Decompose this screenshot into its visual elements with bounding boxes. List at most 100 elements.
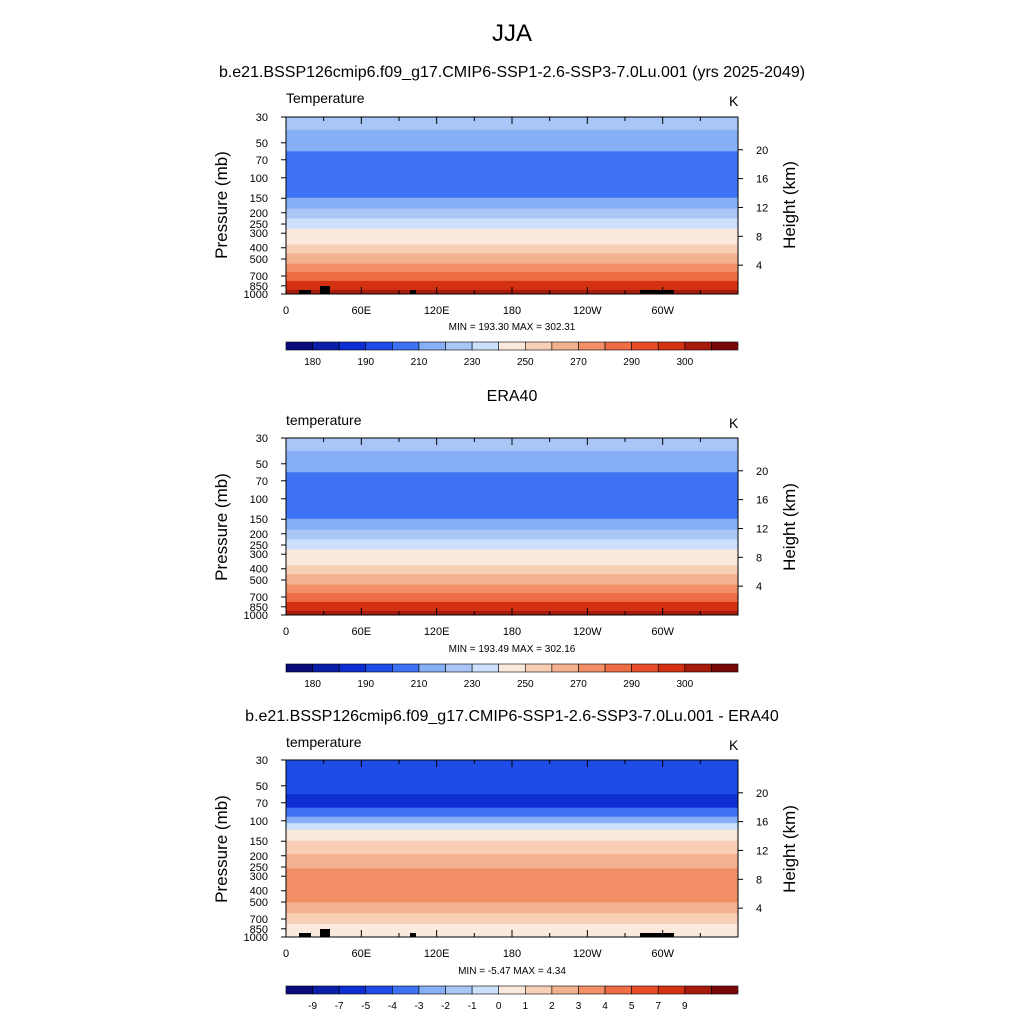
panel-1-pressure-tick-label: 200	[250, 208, 268, 220]
panel-2-colorbar-box	[471, 663, 500, 673]
panel-1-colorbar-box	[418, 341, 446, 351]
panel-2-colorbar-label: 290	[623, 679, 640, 690]
panel-1-contour-band	[286, 218, 738, 230]
panel-3-pressure-tick-label: 300	[250, 871, 268, 883]
panel-2-colorbar-box	[604, 663, 632, 673]
panel-3-colorbar-label: -4	[388, 1001, 397, 1012]
panel-2-pressure-tick-label: 100	[250, 494, 268, 506]
panel-3-pressure-tick-label: 70	[256, 798, 268, 810]
main-title: JJA	[491, 20, 533, 47]
panel-1-pressure-tick-label: 70	[256, 155, 268, 167]
panel-1-topography	[410, 290, 416, 294]
panel-3-colorbar-box	[471, 985, 500, 995]
panel-2-contour-band	[286, 593, 738, 603]
panel-3-contour-band	[286, 923, 738, 934]
panel-3-colorbar-label: 4	[602, 1001, 608, 1012]
panel-3-variable-label: temperature	[286, 734, 362, 750]
panel-3-pressure-tick-label: 250	[250, 862, 268, 874]
panel-3-colorbar-label: -7	[335, 1001, 344, 1012]
panel-2-contour-band	[286, 472, 738, 491]
panel-1-contour-band	[286, 208, 738, 219]
panel-3-contour-band	[286, 794, 738, 809]
panel-3-contour-band	[286, 902, 738, 914]
panel-2-lon-tick-label: 60E	[352, 626, 372, 638]
panel-1-colorbar-box	[604, 341, 632, 351]
panel-2-colorbar-box	[338, 663, 367, 673]
panel-1-pressure-tick-label: 100	[250, 173, 268, 185]
panel-3-contour-band	[286, 868, 738, 887]
panel-3-colorbar-box	[285, 985, 313, 995]
panel-3-colorbar-box	[524, 985, 553, 995]
panel-1-pressure-tick-label: 850	[250, 281, 268, 293]
panel-3-colorbar-box	[657, 985, 686, 995]
panel-2-lon-tick-label: 120E	[424, 626, 450, 638]
panel-1-variable-label: Temperature	[286, 90, 365, 106]
panel-1-pressure-tick-label: 500	[250, 254, 268, 266]
panel-1-units-label: K	[729, 93, 739, 109]
panel-3-height-tick-label: 12	[756, 845, 768, 857]
panel-3-pressure-tick-label: 850	[250, 924, 268, 936]
panel-1-contour-band	[286, 253, 738, 265]
panel-3-colorbar-box	[551, 985, 579, 995]
panel-2-minmax-text: MIN = 193.49 MAX = 302.16	[448, 644, 576, 655]
panel-3-colorbar-box	[365, 985, 393, 995]
panel-3-lon-tick-label: 60E	[352, 948, 372, 960]
panel-1-colorbar-box	[312, 341, 340, 351]
panel-2-colorbar-box	[631, 663, 659, 673]
panel-1-colorbar-box	[471, 341, 500, 351]
panel-3-colorbar-label: 7	[655, 1001, 661, 1012]
panel-2-colorbar-box	[498, 663, 526, 673]
panel-1-colorbar-box	[684, 341, 712, 351]
panel-3-lon-tick-label: 120W	[573, 948, 602, 960]
panel-1-colorbar-box	[551, 341, 579, 351]
panel-2-contour-band	[286, 505, 738, 520]
panel-2-pressure-tick-label: 150	[250, 514, 268, 526]
panel-2-contour-band	[286, 558, 738, 566]
panel-1-colorbar-label: 180	[304, 357, 321, 368]
panel-1-pressure-tick-label: 400	[250, 243, 268, 255]
panel-3-colorbar-label: -9	[308, 1001, 317, 1012]
panel-2-colorbar-box	[285, 663, 313, 673]
panel-2-pressure-tick-label: 70	[256, 476, 268, 488]
panel-3-pressure-tick-label: 50	[256, 781, 268, 793]
panel-1-colorbar-label: 210	[411, 357, 428, 368]
panel-1-contour-band	[286, 228, 738, 238]
panel-3-colorbar-box	[418, 985, 446, 995]
panel-1-title: b.e21.BSSP126cmip6.f09_g17.CMIP6-SSP1-2.…	[218, 64, 806, 81]
panel-1-pressure-tick-label: 50	[256, 138, 268, 150]
panel-3-pressure-tick-label: 200	[250, 851, 268, 863]
panel-1-contour-band	[286, 184, 738, 199]
panel-3-contour-band	[286, 854, 738, 869]
panel-1-lon-tick-label: 120W	[573, 305, 602, 317]
panel-3-lon-tick-label: 0	[283, 948, 289, 960]
panel-2-contour-band	[286, 601, 738, 612]
panel-1-colorbar-box	[498, 341, 526, 351]
panel-1-lon-tick-label: 60W	[651, 305, 674, 317]
panel-3-contour-band	[286, 823, 738, 831]
panel-3-lon-tick-label: 120E	[424, 948, 450, 960]
panel-3-minmax-text: MIN = -5.47 MAX = 4.34	[458, 966, 566, 977]
panel-3-colorbar-box	[684, 985, 712, 995]
panel-3-colorbar-label: 3	[576, 1001, 582, 1012]
panel-2-height-tick-label: 8	[756, 552, 762, 564]
panel-1-contour-band	[286, 272, 738, 282]
panel-3-colorbar-label: 0	[496, 1001, 502, 1012]
panel-1-lon-tick-label: 60E	[352, 305, 372, 317]
panel-1-height-tick-label: 4	[756, 260, 762, 272]
panel-3-colorbar-box	[604, 985, 632, 995]
panel-2-contour-band	[286, 565, 738, 575]
panel-1-contour-band	[286, 263, 738, 273]
panel-1-height-tick-label: 8	[756, 231, 762, 243]
panel-2-pressure-tick-label: 50	[256, 459, 268, 471]
panel-2-colorbar-label: 300	[676, 679, 693, 690]
panel-1-pressure-tick-label: 1000	[244, 289, 268, 301]
panel-3-pressure-tick-label: 30	[256, 755, 268, 767]
panel-3-colorbar-box	[338, 985, 367, 995]
panel-2-pressure-tick-label: 1000	[244, 610, 268, 622]
panel-2-pressure-tick-label: 400	[250, 564, 268, 576]
panel-1-pressure-tick-label: 150	[250, 193, 268, 205]
panel-3-colorbar-label: 9	[682, 1001, 688, 1012]
panel-3-pressure-tick-label: 100	[250, 816, 268, 828]
panel-1-height-tick-label: 12	[756, 202, 768, 214]
